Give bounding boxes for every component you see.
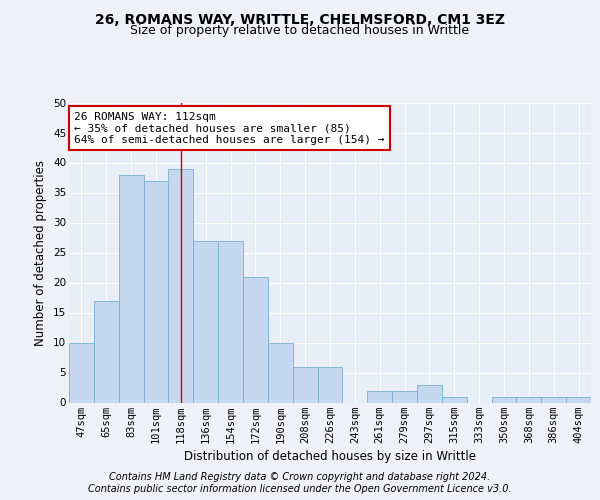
- X-axis label: Distribution of detached houses by size in Writtle: Distribution of detached houses by size …: [184, 450, 476, 462]
- Bar: [243, 276, 268, 402]
- Bar: [541, 396, 566, 402]
- Bar: [417, 384, 442, 402]
- Text: Contains HM Land Registry data © Crown copyright and database right 2024.: Contains HM Land Registry data © Crown c…: [109, 472, 491, 482]
- Text: Contains public sector information licensed under the Open Government Licence v3: Contains public sector information licen…: [88, 484, 512, 494]
- Bar: [143, 180, 169, 402]
- Bar: [218, 240, 243, 402]
- Bar: [566, 396, 591, 402]
- Bar: [293, 366, 317, 402]
- Bar: [69, 342, 94, 402]
- Bar: [119, 174, 143, 402]
- Bar: [442, 396, 467, 402]
- Text: 26 ROMANS WAY: 112sqm
← 35% of detached houses are smaller (85)
64% of semi-deta: 26 ROMANS WAY: 112sqm ← 35% of detached …: [74, 112, 385, 144]
- Bar: [517, 396, 541, 402]
- Text: Size of property relative to detached houses in Writtle: Size of property relative to detached ho…: [130, 24, 470, 37]
- Bar: [193, 240, 218, 402]
- Bar: [491, 396, 517, 402]
- Bar: [367, 390, 392, 402]
- Bar: [392, 390, 417, 402]
- Y-axis label: Number of detached properties: Number of detached properties: [34, 160, 47, 346]
- Bar: [268, 342, 293, 402]
- Bar: [317, 366, 343, 402]
- Bar: [94, 300, 119, 402]
- Bar: [169, 168, 193, 402]
- Text: 26, ROMANS WAY, WRITTLE, CHELMSFORD, CM1 3EZ: 26, ROMANS WAY, WRITTLE, CHELMSFORD, CM1…: [95, 12, 505, 26]
